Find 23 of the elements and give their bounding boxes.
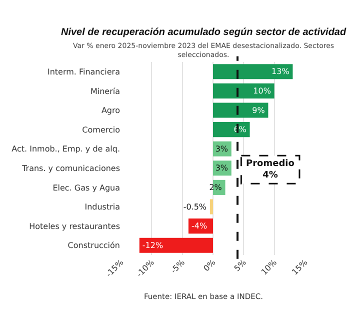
y-tick-label: Construcción bbox=[68, 241, 120, 250]
data-label: 13% bbox=[272, 67, 290, 76]
data-label: 3% bbox=[215, 144, 228, 154]
x-tick-label: 5% bbox=[232, 258, 248, 274]
y-tick-label: Act. Inmob., Emp. y de alq. bbox=[12, 144, 120, 154]
data-label: 10% bbox=[253, 86, 272, 96]
y-tick-label: Trans. y comunicaciones bbox=[21, 164, 120, 173]
data-label: -0.5% bbox=[183, 202, 207, 212]
y-tick-label: Industria bbox=[84, 202, 120, 212]
data-label: 9% bbox=[252, 106, 266, 115]
x-tick-label: 0% bbox=[202, 258, 218, 274]
chart-title: Nivel de recuperación acumulado según sector de actividad bbox=[61, 27, 347, 38]
data-label: -4% bbox=[191, 222, 208, 231]
y-tick-label: Agro bbox=[101, 106, 120, 116]
data-label: -12% bbox=[142, 240, 164, 250]
y-tick-label: Elec. Gas y Agua bbox=[52, 183, 120, 192]
y-tick-label: Interm. Financiera bbox=[47, 67, 120, 76]
ref-line-label: Promedio 4% bbox=[246, 159, 294, 181]
data-label: 3% bbox=[215, 164, 228, 173]
y-tick-label: Minería bbox=[90, 86, 120, 96]
y-tick-label: Hoteles y restaurantes bbox=[29, 222, 120, 231]
y-tick-label: Comercio bbox=[82, 125, 120, 134]
x-tick-label: -5% bbox=[169, 258, 187, 276]
